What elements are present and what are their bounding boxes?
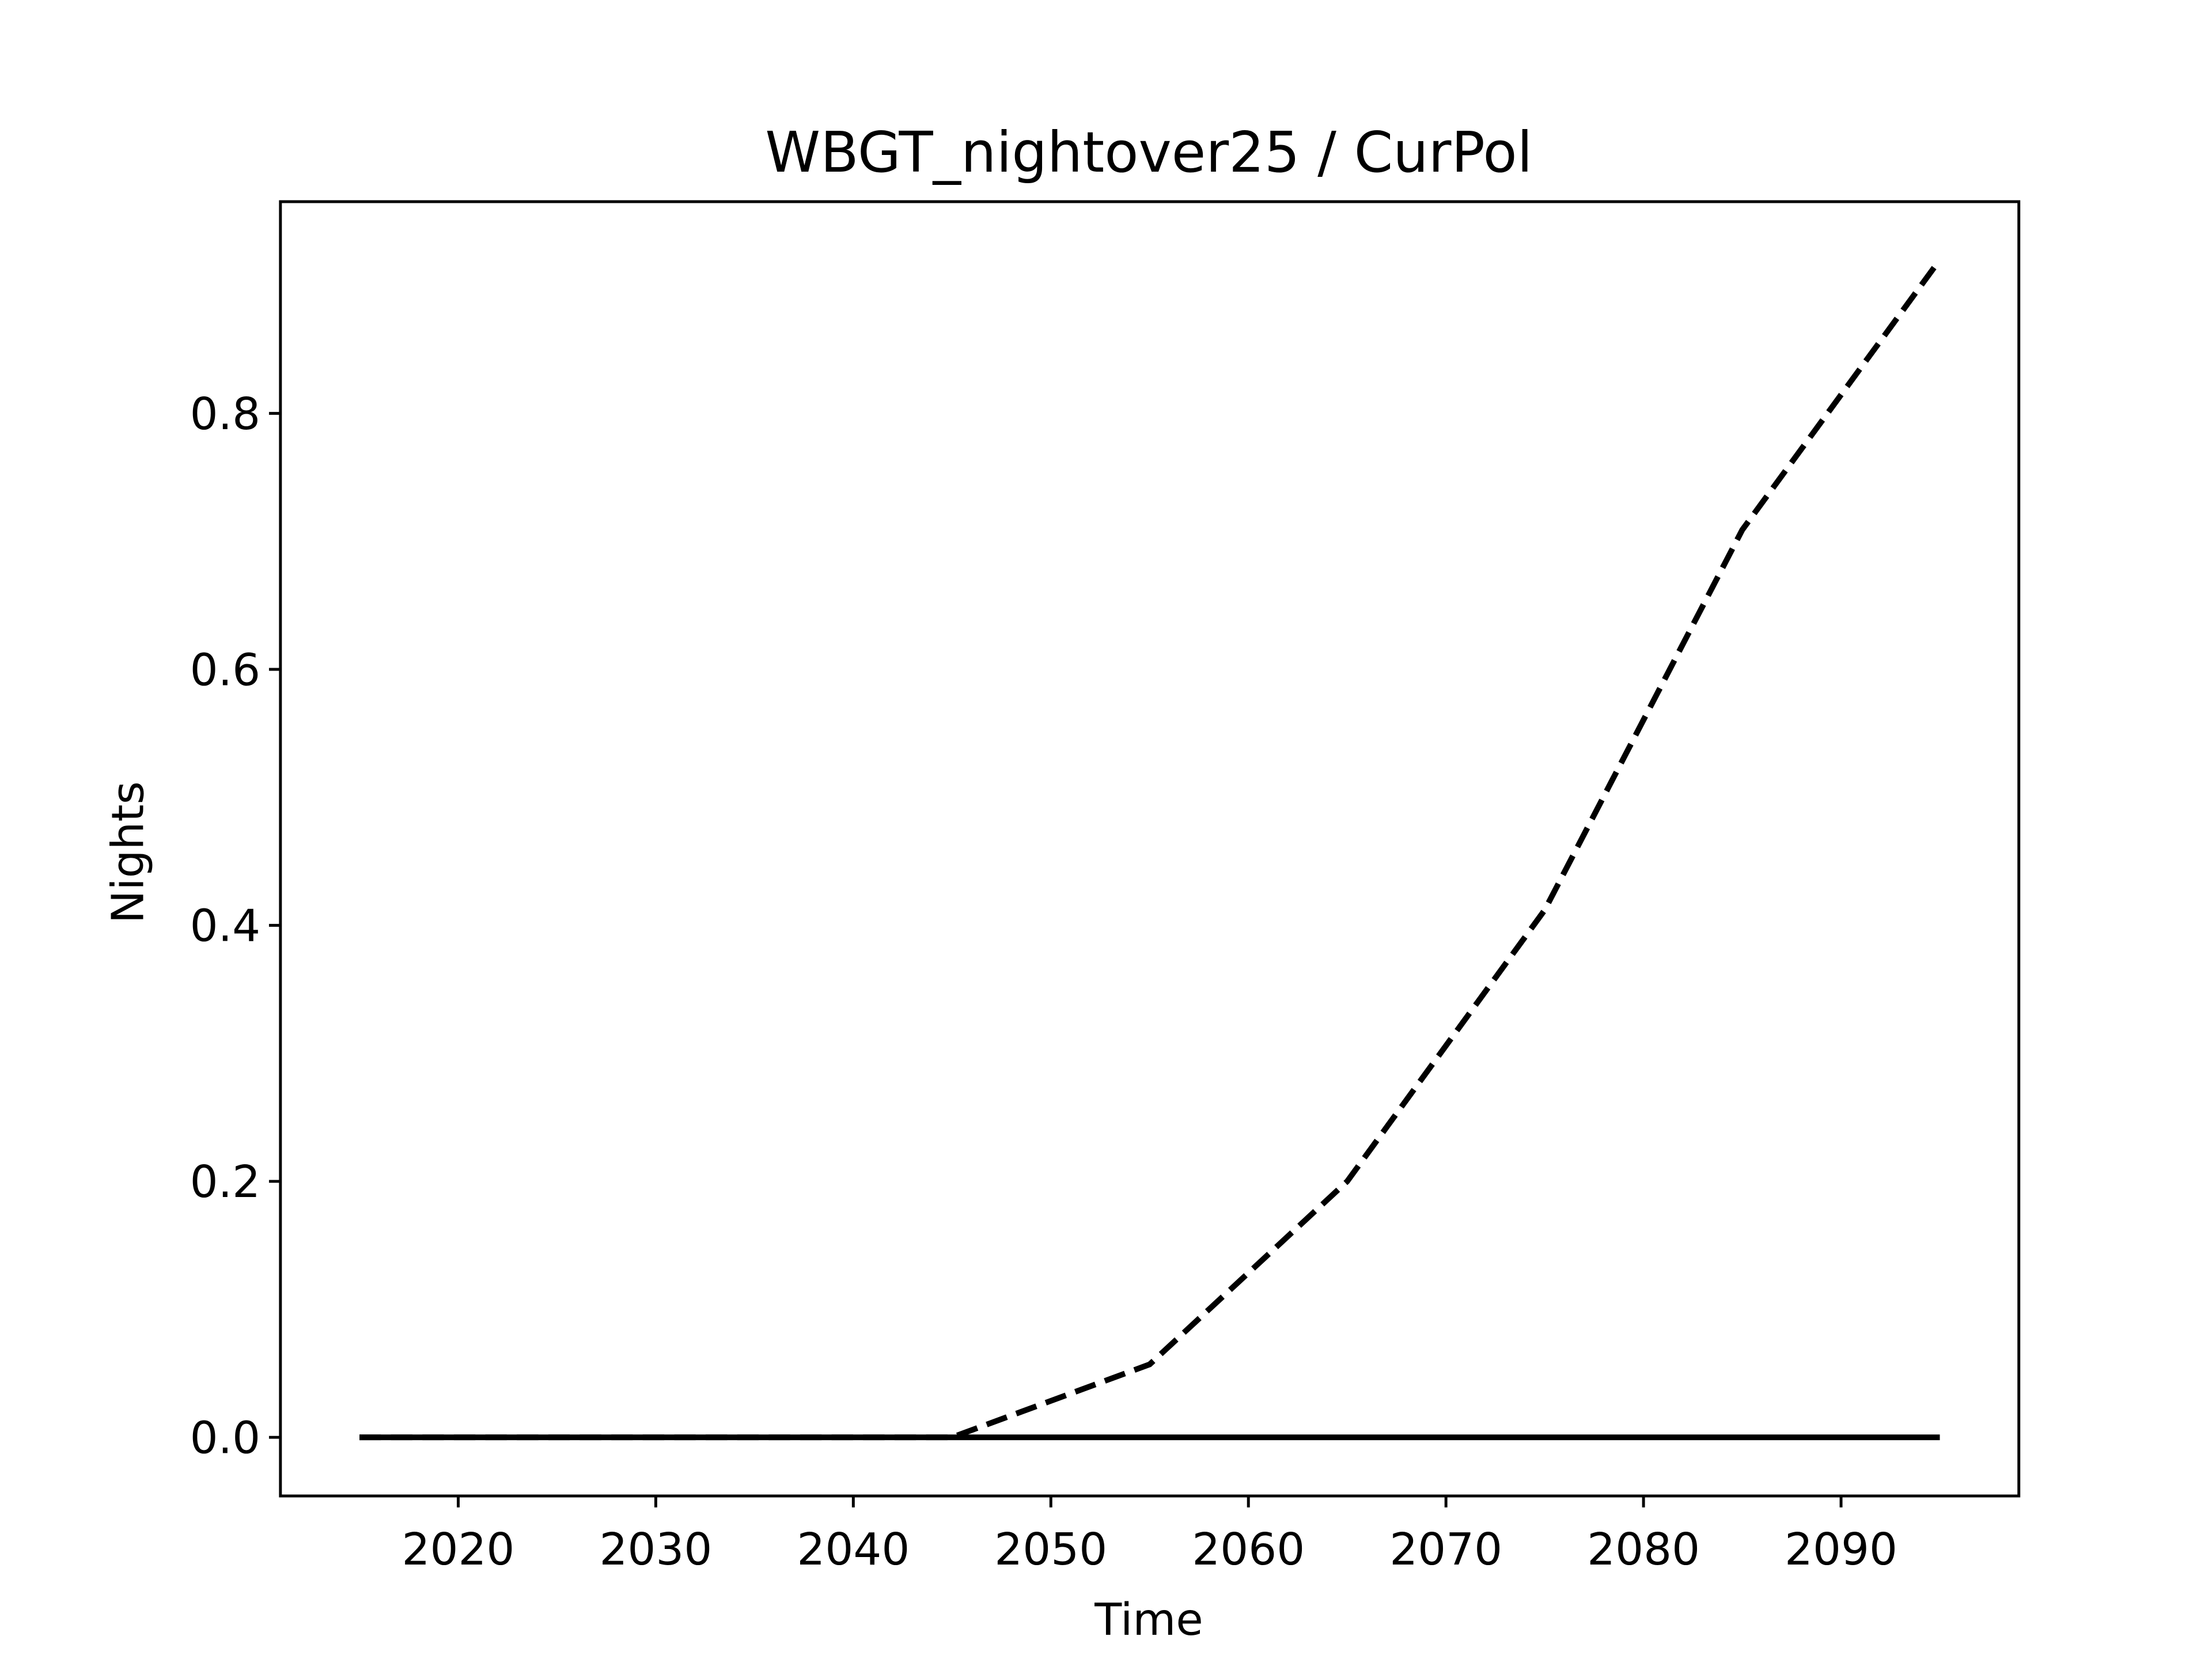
x-tick-label: 2070	[1389, 1524, 1502, 1575]
x-tick-label: 2020	[402, 1524, 515, 1575]
x-tick-label: 2080	[1587, 1524, 1700, 1575]
x-tick-label: 2050	[994, 1524, 1107, 1575]
x-tick-label: 2060	[1192, 1524, 1305, 1575]
y-tick-label: 0.6	[190, 645, 260, 696]
x-tick-label: 2030	[599, 1524, 712, 1575]
y-axis-label: Nights	[103, 781, 154, 923]
y-tick-label: 0.0	[190, 1413, 260, 1464]
y-tick-label: 0.8	[190, 389, 260, 440]
y-tick-label: 0.2	[190, 1157, 260, 1208]
x-tick-label: 2090	[1785, 1524, 1897, 1575]
y-tick-label: 0.4	[190, 901, 260, 952]
x-axis-label: Time	[1094, 1594, 1203, 1646]
x-tick-label: 2040	[797, 1524, 910, 1575]
plot-frame	[279, 200, 2021, 1498]
chart-title: WBGT_nightover25 / CurPol	[765, 120, 1532, 185]
